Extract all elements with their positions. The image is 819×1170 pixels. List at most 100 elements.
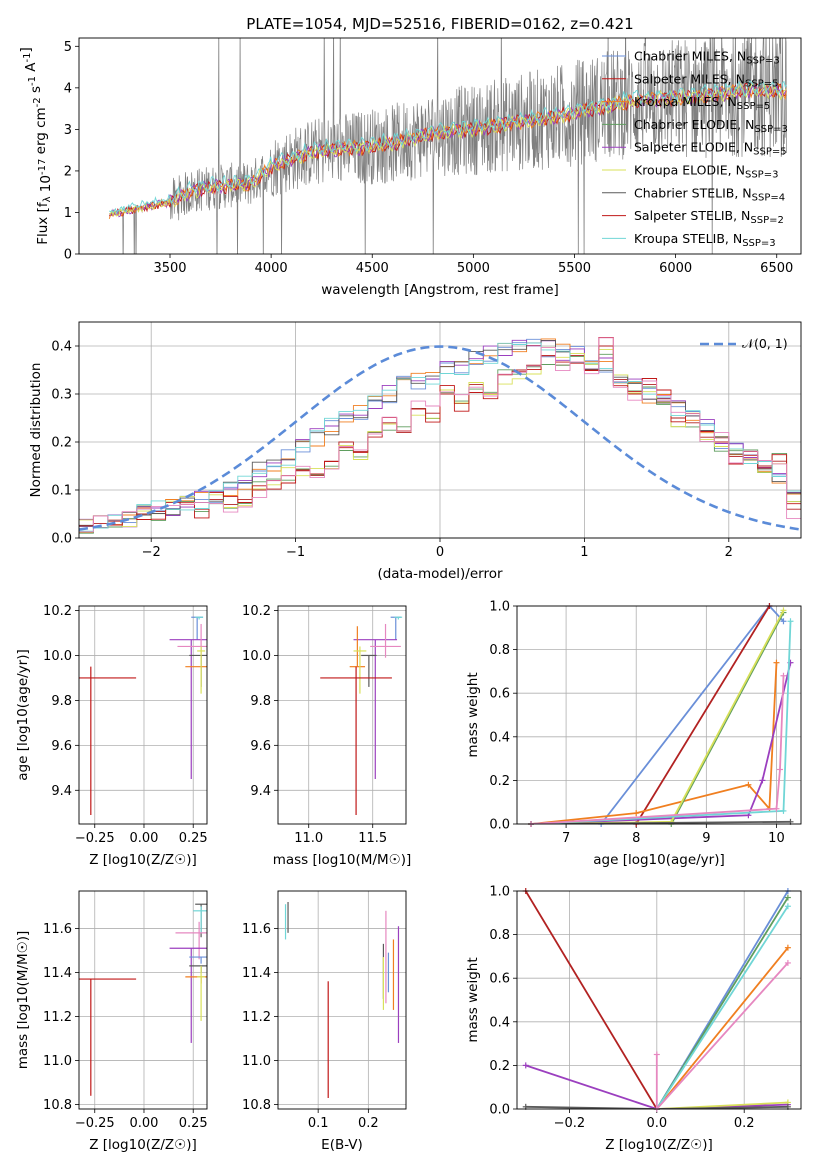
agemass-ytick-label: 10.0 (242, 649, 271, 664)
wage-xtick-label: 9 (702, 831, 710, 846)
agez-xtick-label: 0.00 (130, 831, 159, 846)
spec-xtick-label: 4500 (356, 261, 389, 276)
spectrum-model-line (109, 79, 787, 215)
wz-xlabel: Z [log10(Z/Z☉)] (605, 1137, 713, 1153)
agemass-xtick-label: 11.5 (358, 831, 387, 846)
massebv-frame (277, 890, 407, 1110)
agez-xtick-label: 0.25 (179, 831, 208, 846)
wz-ytick-label: 0.4 (489, 1015, 510, 1030)
wage-ytick-label: 0.2 (489, 774, 510, 789)
spec-ytick-label: 2 (64, 164, 72, 179)
massz-xtick-label: −0.25 (75, 1116, 115, 1131)
gaussian-reference-line (79, 345, 801, 531)
massz-ytick-label: 11.0 (43, 1054, 72, 1069)
spec-frame (78, 37, 802, 255)
wage-series-line (531, 612, 785, 824)
spec-ytick-label: 3 (64, 123, 72, 138)
massebv-xtick-label: 0.2 (358, 1116, 379, 1131)
wz-xtick-label: 0.2 (734, 1116, 755, 1131)
legend-label: 𝒩(0, 1) (742, 336, 788, 351)
agez-xlabel: Z [log10(Z/Z☉)] (89, 852, 197, 868)
legend-label: Kroupa ELODIE, NSSP=3 (634, 163, 778, 181)
spec-ytick-label: 0 (64, 248, 72, 263)
wage-ytick-label: 1.0 (489, 600, 510, 615)
legend-label: Chabrier STELIB, NSSP=4 (634, 185, 785, 203)
wage-frame (516, 605, 802, 825)
massz-frame (78, 890, 208, 1110)
agez-ytick-label: 9.8 (51, 694, 72, 709)
wage-series-line (531, 606, 771, 824)
massebv-xtick-label: 0.1 (308, 1116, 329, 1131)
wz-series-line (524, 891, 658, 1109)
hist-frame (78, 321, 802, 539)
legend-label: Kroupa STELIB, NSSP=3 (634, 231, 776, 249)
agemass-xlabel: mass [log10(M/M☉)] (273, 852, 412, 868)
wage-ytick-label: 0.6 (489, 687, 510, 702)
wage-series-line (530, 621, 792, 824)
spec-xtick-label: 6500 (760, 261, 793, 276)
hist-xtick-label: 1 (580, 545, 588, 560)
spec-xtick-label: 6000 (659, 261, 692, 276)
massz-xtick-label: 0.00 (130, 1116, 159, 1131)
hist-xtick-label: 0 (436, 545, 444, 560)
hist-xtick-label: −2 (142, 545, 161, 560)
hist-ytick-label: 0.4 (51, 340, 72, 355)
wz-series-line (656, 947, 789, 1109)
legend-label: Chabrier ELODIE, NSSP=3 (634, 117, 788, 135)
agez-ytick-label: 9.4 (51, 784, 72, 799)
wage-ytick-label: 0.4 (489, 730, 510, 745)
wz-ytick-label: 0.0 (489, 1103, 510, 1118)
massebv-ytick-label: 10.8 (242, 1098, 271, 1113)
spectrum-model-line (108, 83, 787, 218)
spec-xtick-label: 3500 (153, 261, 186, 276)
spec-ylabel: Flux [fλ 10-17 erg cm-2 s-1 A-1] (18, 47, 54, 245)
legend-label: Salpeter ELODIE, NSSP=5 (634, 140, 787, 158)
wage-xtick-label: 10 (768, 831, 785, 846)
hist-xtick-label: 2 (725, 545, 733, 560)
legend-label: Salpeter MILES, NSSP=5 (634, 71, 778, 89)
massz-xlabel: Z [log10(Z/Z☉)] (89, 1137, 197, 1153)
spectrum-model-line (109, 82, 787, 217)
spec-xlabel: wavelength [Angstrom, rest frame] (321, 282, 559, 298)
wage-series-line (530, 662, 778, 824)
agemass-ytick-label: 9.4 (250, 784, 271, 799)
spec-xtick-label: 5500 (558, 261, 591, 276)
agemass-xtick-label: 11.0 (294, 831, 323, 846)
spec-xtick-label: 5000 (457, 261, 490, 276)
agez-frame (78, 605, 208, 825)
massz-ytick-label: 11.6 (43, 922, 72, 937)
wage-xlabel: age [log10(age/yr)] (593, 852, 725, 868)
massebv-ytick-label: 11.4 (242, 966, 271, 981)
agez-ytick-label: 10.0 (43, 649, 72, 664)
agemass-frame (277, 605, 407, 825)
agez-ytick-label: 9.6 (51, 739, 72, 754)
wz-ylabel: mass weight (465, 957, 481, 1042)
agez-ylabel: age [log10(age/yr)] (15, 649, 31, 781)
wz-series-line (656, 905, 789, 1109)
massz-ylabel: mass [log10(M/M☉)] (15, 931, 31, 1070)
legend-label: Chabrier MILES, NSSP=3 (634, 49, 780, 67)
hist-ytick-label: 0.1 (51, 484, 72, 499)
wz-frame (516, 890, 802, 1110)
massebv-ytick-label: 11.0 (242, 1054, 271, 1069)
hist-ytick-label: 0.2 (51, 436, 72, 451)
hist-xtick-label: −1 (286, 545, 305, 560)
wage-ylabel: mass weight (465, 672, 481, 757)
hist-xlabel: (data-model)/error (377, 566, 503, 582)
massebv-xlabel: E(B-V) (321, 1137, 363, 1153)
wz-ytick-label: 1.0 (489, 885, 510, 900)
spec-ytick-label: 1 (64, 206, 72, 221)
wage-xtick-label: 7 (562, 831, 570, 846)
hist-ytick-label: 0.3 (51, 388, 72, 403)
massz-ytick-label: 10.8 (43, 1098, 72, 1113)
agemass-ytick-label: 10.2 (242, 604, 271, 619)
wage-series-line (530, 662, 792, 824)
spec-ytick-label: 4 (64, 81, 72, 96)
wz-ytick-label: 0.8 (489, 928, 510, 943)
legend-label: Kroupa MILES, NSSP=5 (634, 94, 770, 112)
massz-ytick-label: 11.4 (43, 966, 72, 981)
wage-series-line (530, 675, 785, 824)
massz-ytick-label: 11.2 (43, 1010, 72, 1025)
wz-series-line (525, 1105, 788, 1109)
